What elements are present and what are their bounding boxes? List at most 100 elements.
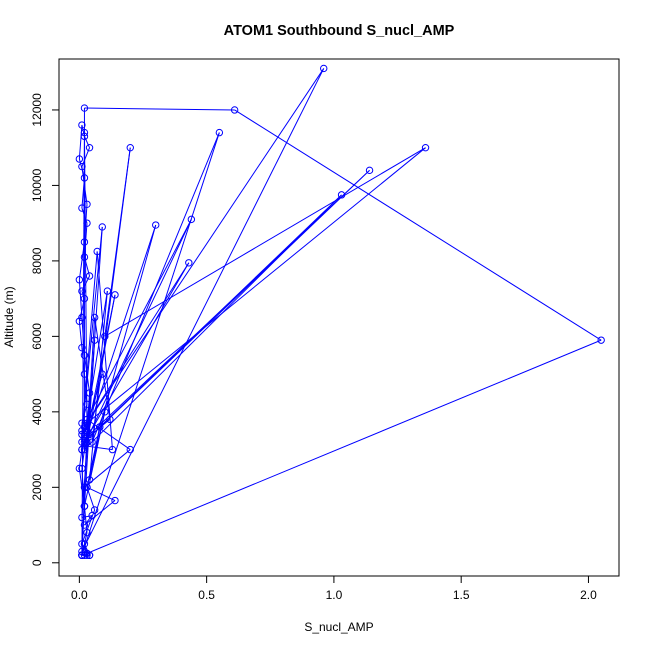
data-point [83, 551, 91, 559]
series-segment [83, 136, 91, 148]
y-tick-label: 12000 [30, 93, 44, 127]
data-point [83, 438, 91, 446]
series-segment [86, 294, 116, 443]
data-point [80, 238, 89, 246]
data-point [80, 174, 89, 182]
data-point [80, 132, 89, 141]
series-segment [81, 226, 103, 435]
data-point [75, 155, 84, 163]
data-point [106, 415, 114, 424]
data-point [85, 389, 94, 397]
data-point [230, 106, 239, 114]
y-axis: 0 2000 4000 6000 8000 10000 12000 [30, 93, 60, 566]
data-point [80, 445, 89, 454]
data-point [78, 540, 86, 548]
data-point [83, 400, 91, 408]
x-axis: 0.0 0.5 1.0 1.5 2.0 [71, 575, 597, 602]
data-point [111, 496, 119, 505]
data-point [126, 143, 134, 152]
x-tick-label: 2.0 [580, 588, 597, 602]
data-point [83, 483, 91, 492]
data-point [80, 128, 89, 137]
data-point [365, 166, 374, 175]
chart-title: ATOM1 Southbound S_nucl_AMP [224, 23, 455, 39]
data-point [83, 419, 91, 427]
series-segment [78, 321, 83, 348]
data-point [80, 434, 89, 442]
series-segment [86, 339, 602, 554]
data-point [80, 502, 89, 510]
data-point [108, 445, 117, 454]
series-segment [86, 486, 116, 501]
x-tick-label: 1.5 [453, 588, 470, 602]
data-point [597, 336, 605, 344]
series-segment [86, 418, 131, 450]
data-point [187, 215, 196, 224]
series-segment [104, 147, 426, 337]
series-segment [86, 487, 96, 511]
series-segment [99, 194, 342, 428]
data-point [80, 540, 89, 548]
data-point [101, 408, 109, 416]
data-point [93, 247, 101, 256]
y-tick-label: 0 [30, 559, 44, 566]
data-point [80, 104, 89, 112]
series-layer [75, 64, 605, 559]
series-segment [78, 125, 83, 160]
data-point [83, 415, 91, 424]
data-point [83, 427, 91, 435]
data-point [78, 204, 86, 212]
data-point [80, 438, 89, 446]
series-segment [81, 419, 111, 443]
data-point [85, 143, 94, 152]
data-point [185, 259, 193, 267]
series-segment [86, 219, 192, 420]
data-point [90, 336, 99, 344]
data-point [80, 294, 89, 303]
series-segment [83, 506, 88, 533]
series-segment [83, 291, 108, 435]
data-point [78, 513, 86, 522]
data-point [215, 128, 224, 137]
data-point [80, 483, 89, 492]
series-segment [81, 68, 325, 552]
data-point [78, 438, 86, 446]
data-point [83, 219, 91, 227]
data-point [78, 427, 86, 435]
data-point [152, 221, 160, 229]
y-tick-label: 6000 [30, 323, 44, 350]
y-tick-label: 4000 [30, 398, 44, 425]
data-point [78, 162, 86, 171]
data-point [103, 287, 112, 295]
data-point [75, 317, 84, 325]
data-point [88, 438, 96, 446]
series-segment [81, 219, 192, 450]
data-point [80, 253, 89, 261]
data-point [320, 64, 328, 73]
series-segment [81, 515, 93, 519]
series-segment [81, 132, 220, 556]
data-point [75, 276, 84, 284]
data-point [126, 445, 134, 454]
data-point [90, 506, 99, 514]
data-point [80, 521, 89, 529]
data-point [78, 313, 86, 322]
data-point [98, 223, 106, 231]
x-tick-label: 0.0 [71, 588, 88, 602]
series-segment [84, 194, 342, 450]
series-segment [104, 147, 131, 337]
x-tick-label: 0.5 [198, 588, 215, 602]
data-point [90, 313, 99, 322]
x-axis-label: S_nucl_AMP [304, 620, 373, 634]
series-segment [84, 68, 325, 428]
data-point [80, 423, 89, 431]
data-point [101, 332, 109, 341]
y-tick-label: 10000 [30, 168, 44, 202]
data-point [78, 464, 86, 473]
series-segment [83, 373, 103, 435]
data-point [85, 272, 94, 280]
y-tick-label: 2000 [30, 474, 44, 501]
data-point [421, 143, 430, 152]
data-point [85, 476, 94, 484]
